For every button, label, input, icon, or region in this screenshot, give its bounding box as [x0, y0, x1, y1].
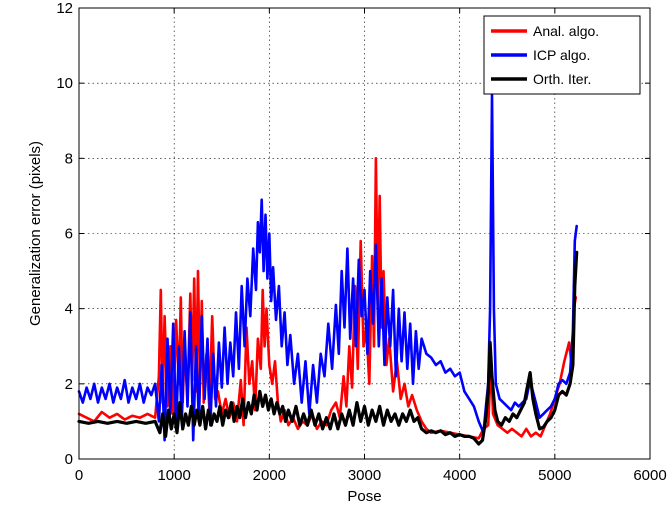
- y-tick-label: 12: [56, 0, 73, 17]
- y-tick-label: 8: [65, 150, 73, 167]
- x-tick-label: 1000: [157, 467, 190, 484]
- series-layer: [77, 93, 579, 446]
- series-line-icp-algo: [77, 93, 578, 442]
- series-line-orth-iter: [77, 250, 579, 446]
- legend: Anal. algo. ICP algo. Orth. Iter.: [483, 15, 641, 95]
- y-tick-label: 4: [65, 301, 73, 318]
- x-tick-label: 6000: [633, 467, 666, 484]
- legend-label: Orth. Iter.: [533, 71, 591, 87]
- y-tick-label: 6: [65, 226, 73, 243]
- y-tick-label: 10: [56, 75, 73, 92]
- x-axis-label: Pose: [347, 488, 381, 505]
- x-tick-label: 2000: [253, 467, 286, 484]
- y-axis-label: Generalization error (pixels): [27, 141, 44, 326]
- x-tick-label: 5000: [538, 467, 571, 484]
- y-tick-label: 0: [65, 451, 73, 468]
- legend-label: Anal. algo.: [533, 23, 599, 39]
- x-tick-label: 3000: [348, 467, 381, 484]
- y-tick-label: 2: [65, 376, 73, 393]
- legend-label: ICP algo.: [533, 47, 590, 63]
- tick-layer: 0 1000 2000 3000 4000 5000 6000 0 2 4 6 8 10 12: [56, 0, 666, 484]
- x-tick-label: 0: [75, 467, 83, 484]
- x-tick-label: 4000: [443, 467, 476, 484]
